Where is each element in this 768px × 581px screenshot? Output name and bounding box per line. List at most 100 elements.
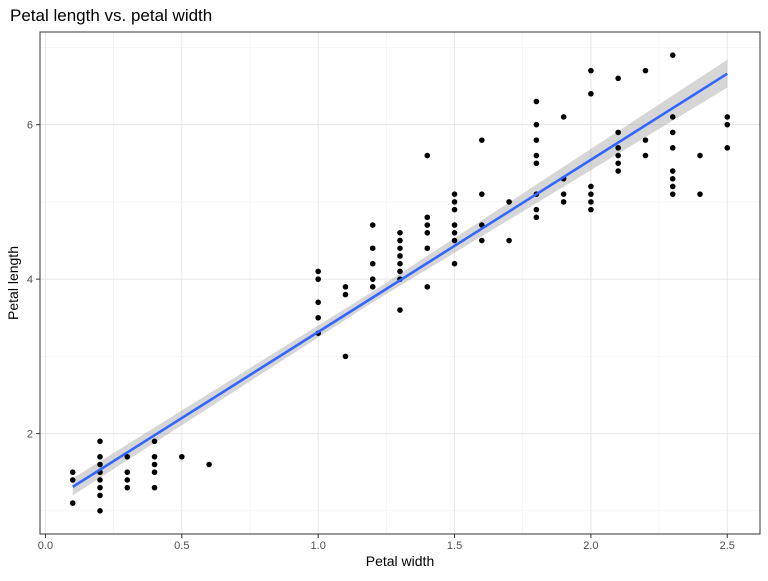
data-point (724, 145, 731, 151)
gridlines (40, 32, 760, 534)
data-point (669, 191, 676, 197)
data-point (451, 230, 458, 236)
data-point (506, 237, 512, 244)
data-point (397, 307, 403, 313)
data-point (342, 353, 349, 360)
y-tick-label: 2 (27, 429, 33, 441)
data-point (669, 129, 676, 136)
data-point (533, 137, 540, 143)
data-point (315, 314, 321, 321)
data-point (588, 191, 594, 197)
data-point (533, 206, 540, 213)
data-point (151, 469, 158, 476)
x-tick-label: 0.5 (174, 540, 189, 552)
data-point (97, 453, 103, 460)
data-point (560, 199, 567, 205)
data-point (451, 260, 458, 267)
data-point (315, 299, 321, 306)
data-point (669, 145, 676, 151)
plot-panel (40, 32, 760, 534)
data-point (424, 152, 431, 159)
data-point (533, 152, 540, 159)
data-point (424, 230, 431, 236)
data-point (479, 191, 485, 197)
data-point (615, 129, 621, 136)
y-axis-label: Petal length (5, 246, 21, 320)
data-point (97, 477, 103, 483)
data-point (97, 484, 103, 491)
data-point (669, 168, 676, 174)
x-axis: 0.0 0.5 1.0 1.5 2.0 2.5 (38, 534, 735, 552)
data-point (451, 199, 458, 205)
data-point (588, 199, 594, 205)
data-point (179, 453, 185, 460)
x-tick-label: 0.0 (38, 540, 53, 552)
data-point (369, 222, 376, 228)
data-point (397, 268, 403, 275)
data-point (533, 160, 540, 167)
plot-panel-border (39, 31, 761, 535)
data-point (533, 214, 540, 221)
data-point (588, 183, 594, 190)
data-point (369, 260, 376, 267)
chart-title: Petal length vs. petal width (10, 6, 212, 25)
data-point (451, 222, 458, 228)
data-point (369, 284, 376, 290)
data-point (151, 453, 158, 460)
data-point (369, 245, 376, 252)
x-tick-label: 1.5 (447, 540, 462, 552)
data-point (69, 469, 76, 476)
data-point (615, 168, 621, 174)
data-point (124, 453, 131, 460)
data-point (397, 245, 403, 252)
y-axis: 2 4 6 (27, 120, 40, 441)
data-point (424, 245, 431, 252)
data-point (424, 284, 431, 290)
data-point (642, 137, 649, 143)
data-point (560, 114, 567, 120)
x-tick-label: 1.0 (311, 540, 326, 552)
data-point (69, 477, 76, 483)
regression-line (72, 72, 728, 488)
data-point (669, 175, 676, 182)
data-point (315, 268, 321, 275)
data-point (397, 230, 403, 236)
data-point (124, 469, 131, 476)
data-point (506, 199, 512, 205)
data-point (315, 276, 321, 282)
data-point (424, 214, 431, 221)
data-point (424, 222, 431, 228)
y-tick-label: 6 (27, 120, 33, 132)
data-point (669, 114, 676, 120)
data-point (615, 75, 621, 82)
x-tick-label: 2.5 (720, 540, 735, 552)
data-point (615, 160, 621, 167)
data-point (69, 500, 76, 506)
data-point (560, 191, 567, 197)
data-point (533, 121, 540, 128)
data-point (151, 484, 158, 491)
data-point (206, 461, 212, 468)
data-point (697, 191, 703, 197)
data-point (369, 276, 376, 282)
data-point (124, 477, 131, 483)
data-point (479, 137, 485, 143)
data-point (97, 461, 103, 468)
regression-line-path (72, 72, 728, 488)
data-point (451, 237, 458, 244)
data-point (697, 152, 703, 159)
data-points (69, 52, 731, 514)
data-point (451, 206, 458, 213)
data-point (397, 237, 403, 244)
y-tick-label: 4 (27, 274, 33, 286)
data-point (615, 152, 621, 159)
data-point (615, 145, 621, 151)
data-point (724, 121, 731, 128)
data-point (397, 260, 403, 267)
data-point (97, 508, 103, 514)
data-point (724, 114, 731, 120)
data-point (533, 98, 540, 105)
data-point (97, 492, 103, 499)
